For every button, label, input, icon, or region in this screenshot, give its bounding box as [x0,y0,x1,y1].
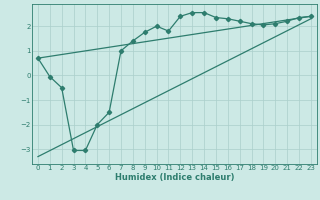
X-axis label: Humidex (Indice chaleur): Humidex (Indice chaleur) [115,173,234,182]
